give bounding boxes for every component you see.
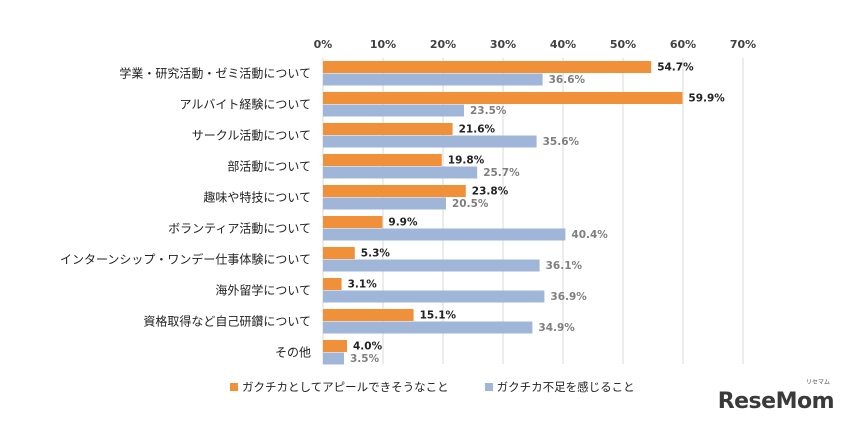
resemom-logo: ReseMom	[717, 389, 835, 414]
x-tick-label: 30%	[490, 38, 516, 51]
category-label: 趣味や特技について	[203, 190, 311, 205]
bar-lacking	[323, 197, 446, 210]
bar-lacking	[323, 228, 566, 241]
bar-lacking	[323, 73, 543, 86]
x-tick-label: 50%	[610, 38, 636, 51]
legend-label-lacking: ガクチカ不足を感じること	[496, 380, 635, 394]
bar-appeal	[323, 216, 383, 228]
legend-swatch-blue	[484, 383, 493, 391]
category-label: ボランティア活動について	[168, 222, 311, 236]
bar-lacking	[323, 259, 540, 272]
x-tick-label: 10%	[370, 38, 396, 51]
data-label: 5.3%	[361, 248, 391, 260]
data-label: 21.6%	[459, 124, 496, 136]
bar-lacking	[323, 352, 344, 365]
legend-label-appeal: ガクチカとしてアピールできそうなこと	[242, 380, 449, 394]
bar-appeal	[323, 278, 342, 290]
bar-lacking	[323, 321, 533, 334]
x-tick-label: 60%	[670, 38, 696, 51]
bar-lacking	[323, 104, 464, 117]
category-label: インターンシップ・ワンデー仕事体験について	[60, 252, 311, 267]
bar-appeal	[323, 61, 652, 73]
x-tick-label: 20%	[430, 38, 456, 51]
bar-lacking	[323, 135, 537, 148]
bar-appeal	[323, 340, 347, 352]
data-label: 35.6%	[543, 136, 580, 148]
data-label: 54.7%	[657, 62, 694, 74]
category-label: その他	[275, 346, 311, 360]
data-label: 36.9%	[550, 291, 587, 303]
data-label: 25.7%	[483, 167, 520, 179]
data-label: 4.0%	[353, 341, 383, 353]
data-label: 3.5%	[350, 353, 380, 365]
bar-appeal	[323, 92, 683, 104]
data-label: 23.5%	[470, 105, 507, 117]
data-label: 3.1%	[348, 279, 378, 291]
category-label: 学業・研究活動・ゼミ活動について	[119, 66, 311, 81]
category-label: 海外留学について	[215, 283, 311, 298]
legend-item-lacking: ガクチカ不足を感じること	[484, 379, 635, 395]
bar-appeal	[323, 247, 355, 259]
data-label: 20.5%	[452, 198, 489, 210]
bar-appeal	[323, 123, 453, 135]
bar-lacking	[323, 166, 478, 179]
legend-swatch-orange	[230, 383, 238, 391]
data-label: 59.9%	[688, 93, 725, 105]
logo-subtitle: リセマム	[805, 379, 830, 386]
data-label: 40.4%	[571, 229, 608, 241]
data-label: 36.1%	[546, 260, 583, 272]
x-tick-label: 40%	[550, 38, 576, 51]
bar-appeal	[323, 154, 442, 166]
category-label: アルバイト経験について	[179, 97, 311, 112]
data-label: 15.1%	[420, 310, 457, 322]
data-label: 23.8%	[472, 186, 509, 198]
bar-lacking	[323, 290, 545, 303]
x-tick-label: 0%	[314, 38, 333, 51]
data-label: 34.9%	[538, 322, 575, 334]
category-label: 資格取得など自己研鑽について	[143, 314, 311, 329]
legend: ガクチカとしてアピールできそうなこと ガクチカ不足を感じること	[230, 379, 635, 395]
data-label: 36.6%	[549, 74, 586, 86]
category-label: サークル活動について	[192, 129, 311, 143]
bar-appeal	[323, 185, 466, 197]
data-label: 9.9%	[388, 217, 418, 229]
data-label: 19.8%	[448, 155, 485, 167]
legend-item-appeal: ガクチカとしてアピールできそうなこと	[230, 379, 449, 395]
category-label: 部活動について	[227, 159, 311, 174]
bar-appeal	[323, 309, 414, 321]
x-tick-label: 70%	[730, 38, 756, 51]
